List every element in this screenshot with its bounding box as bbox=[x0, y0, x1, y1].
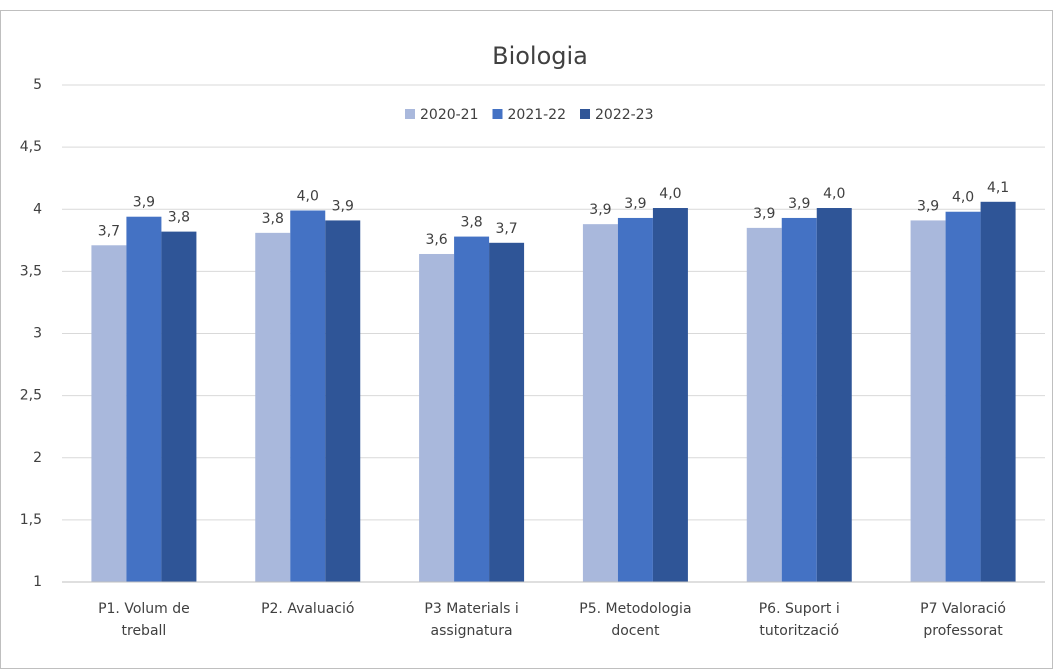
data-label: 3,9 bbox=[917, 198, 939, 214]
x-tick-label: P2. Avaluació bbox=[261, 601, 355, 617]
data-label: 3,9 bbox=[624, 196, 646, 212]
data-label: 4,0 bbox=[952, 190, 974, 206]
legend-label: 2021-22 bbox=[508, 107, 567, 123]
bar bbox=[290, 210, 326, 582]
data-label: 4,0 bbox=[659, 186, 681, 202]
data-label: 4,0 bbox=[823, 186, 845, 202]
legend-swatch bbox=[492, 109, 503, 119]
data-label: 3,8 bbox=[168, 210, 190, 226]
data-label: 3,7 bbox=[98, 223, 120, 239]
bar bbox=[617, 217, 653, 582]
y-tick-label: 1 bbox=[33, 574, 42, 590]
legend-swatch bbox=[405, 109, 415, 119]
y-tick-label: 4,5 bbox=[20, 139, 42, 155]
y-tick-label: 2,5 bbox=[20, 388, 42, 404]
y-tick-label: 5 bbox=[33, 77, 42, 93]
bar bbox=[910, 220, 946, 582]
chart-title: Biologia bbox=[492, 42, 588, 70]
x-tick-label: P1. Volum de treball bbox=[98, 601, 190, 639]
data-label: 3,9 bbox=[332, 198, 354, 214]
bar bbox=[746, 227, 782, 582]
y-tick-label: 3,5 bbox=[20, 263, 42, 279]
bar bbox=[945, 211, 981, 583]
x-tick-label: P7 Valoració professorat bbox=[920, 601, 1006, 639]
bar bbox=[582, 224, 618, 582]
bar bbox=[126, 216, 162, 582]
bar bbox=[161, 231, 197, 583]
legend-label: 2022-23 bbox=[595, 107, 654, 123]
data-label: 3,9 bbox=[753, 206, 775, 222]
y-tick-label: 4 bbox=[33, 201, 42, 217]
data-label: 4,0 bbox=[297, 188, 319, 204]
legend-label: 2020-21 bbox=[420, 107, 479, 123]
bar bbox=[454, 236, 490, 582]
data-label: 3,9 bbox=[589, 202, 611, 218]
data-label: 3,8 bbox=[460, 215, 482, 231]
bar bbox=[816, 208, 852, 582]
data-label: 3,9 bbox=[788, 196, 810, 212]
y-tick-label: 2 bbox=[33, 450, 42, 466]
x-tick-label: P6. Suport i tutorització bbox=[758, 601, 840, 639]
y-tick-label: 1,5 bbox=[20, 512, 42, 528]
bar bbox=[255, 232, 291, 583]
bar bbox=[91, 245, 127, 582]
bar bbox=[489, 242, 525, 583]
data-label: 3,7 bbox=[495, 221, 517, 237]
x-tick-label: P5. Metodologia docent bbox=[579, 601, 692, 639]
bar bbox=[980, 201, 1016, 583]
data-label: 3,6 bbox=[425, 232, 447, 248]
y-tick-label: 3 bbox=[33, 326, 42, 342]
legend-swatch bbox=[580, 109, 590, 119]
data-label: 3,9 bbox=[133, 195, 155, 211]
x-tick-label: P3 Materials i assignatura bbox=[424, 601, 519, 639]
bar bbox=[419, 253, 455, 583]
bar bbox=[652, 208, 688, 582]
data-label: 4,1 bbox=[987, 180, 1009, 196]
bar bbox=[325, 220, 361, 582]
bar bbox=[781, 217, 817, 582]
data-label: 3,8 bbox=[262, 211, 284, 227]
